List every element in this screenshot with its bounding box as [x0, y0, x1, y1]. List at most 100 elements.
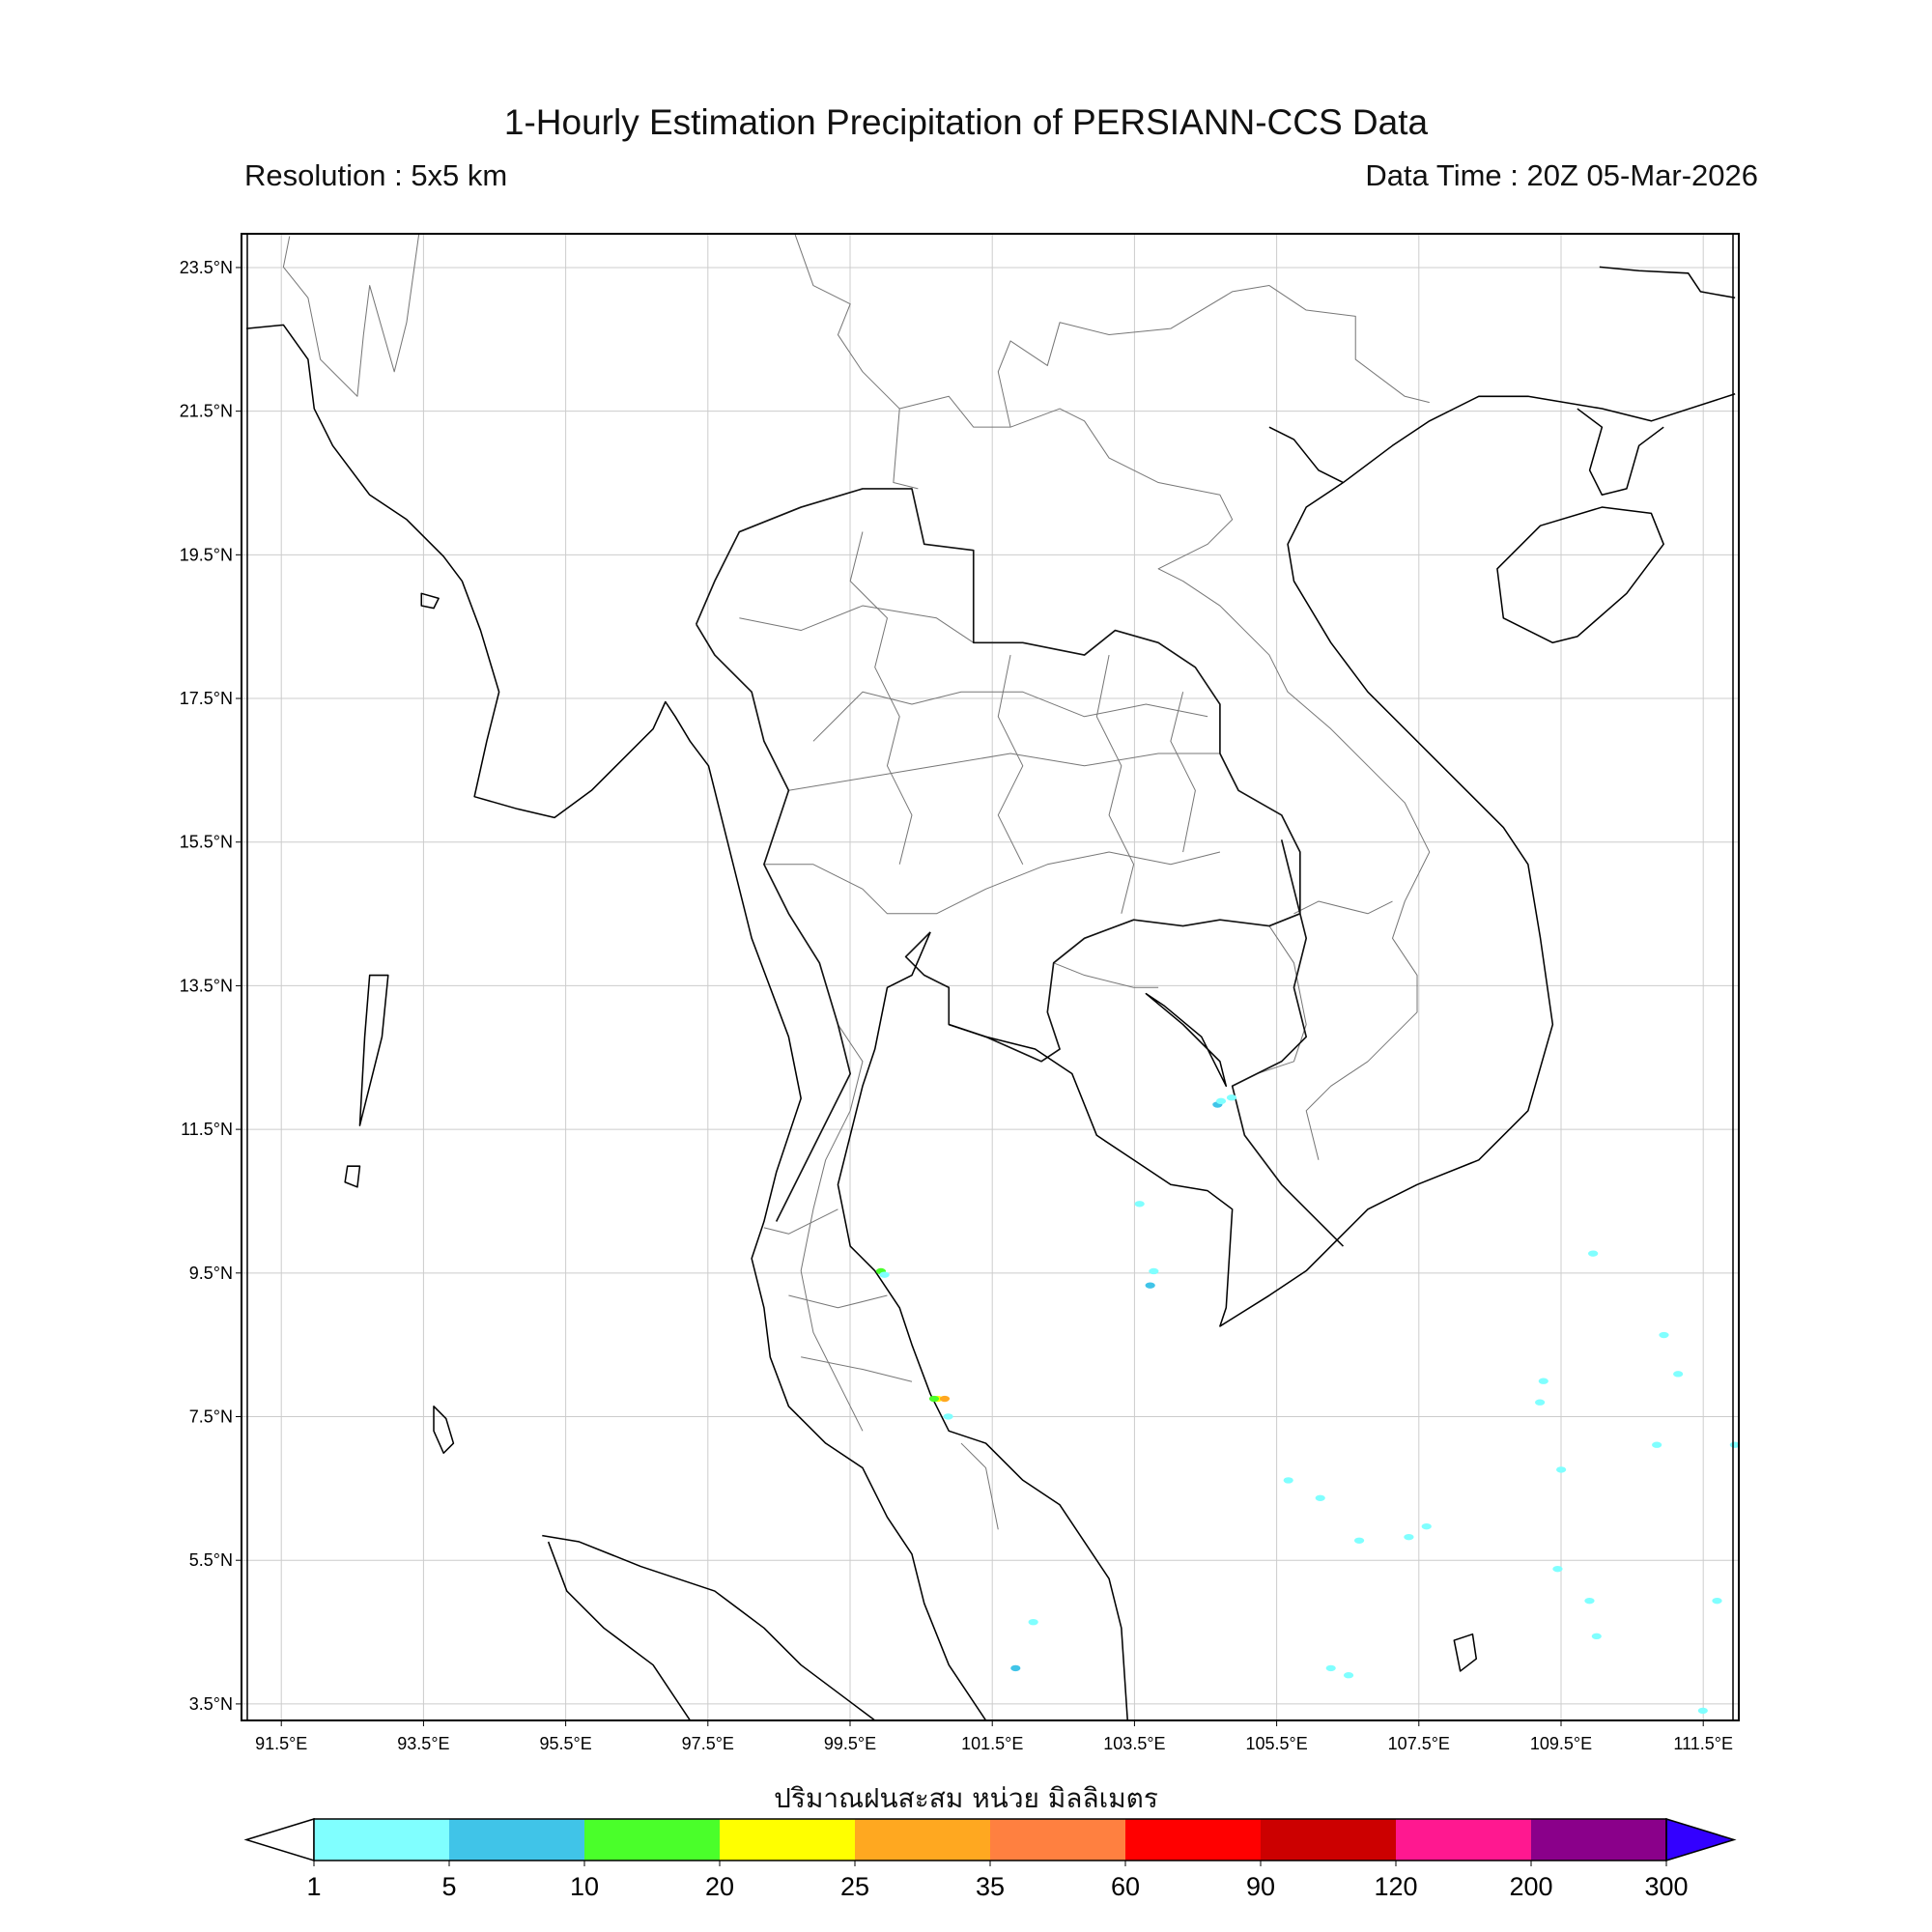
- colorbar-segment: [1125, 1819, 1261, 1861]
- island: [344, 1165, 361, 1188]
- map-geography: [246, 234, 1739, 1720]
- coastline: [1268, 426, 1344, 484]
- thailand-border: [695, 488, 1301, 1063]
- precip-cell: [1226, 1094, 1237, 1101]
- precip-cell: [1588, 1250, 1599, 1257]
- precip-cell: [1215, 1097, 1227, 1105]
- y-tick-label: 15.5°N: [180, 833, 233, 852]
- y-tick-label: 7.5°N: [189, 1407, 233, 1427]
- border-line: [801, 1356, 913, 1382]
- gridlines: [242, 234, 1739, 1720]
- border-line: [812, 691, 1208, 742]
- border-line: [282, 234, 420, 397]
- y-tick-label: 11.5°N: [181, 1120, 233, 1139]
- border-line: [1053, 962, 1159, 988]
- precip-cell: [1697, 1707, 1708, 1715]
- y-tick-label: 5.5°N: [189, 1550, 233, 1570]
- border-line: [1170, 692, 1196, 853]
- colorbar-tick-label: 300: [1644, 1872, 1688, 1901]
- precip-cell: [1404, 1533, 1414, 1541]
- border-line: [893, 409, 919, 490]
- sumatra-coast: [547, 1541, 691, 1720]
- precip-cell: [1729, 1441, 1739, 1448]
- x-tick-label: 111.5°E: [1673, 1734, 1733, 1753]
- colorbar-segment: [1531, 1819, 1666, 1861]
- precip-cell: [1028, 1618, 1038, 1626]
- precip-cell: [1145, 1282, 1155, 1289]
- colorbar-segment: [314, 1819, 449, 1861]
- island: [1453, 1633, 1478, 1672]
- resolution-label: Resolution : 5x5 km: [244, 158, 508, 192]
- leizhou-coast: [1577, 408, 1664, 497]
- x-tick-label: 93.5°E: [397, 1734, 449, 1753]
- colorbar-tick-label: 10: [570, 1872, 599, 1901]
- island: [433, 1406, 455, 1455]
- colorbar-over-arrow: [1665, 1817, 1737, 1862]
- colorbar-tick-label: 35: [976, 1872, 1005, 1901]
- precip-cell: [1673, 1371, 1684, 1378]
- colorbar-tick-label: 5: [441, 1872, 456, 1901]
- border-line: [1232, 925, 1307, 1087]
- border-line: [763, 851, 1221, 915]
- precip-cell: [1538, 1378, 1548, 1384]
- coastline: [246, 324, 987, 1720]
- precip-cell: [928, 1395, 940, 1403]
- colorbar-tick-label: 120: [1374, 1872, 1417, 1901]
- y-tick-label: 17.5°N: [180, 689, 233, 708]
- colorbar-segment: [855, 1819, 990, 1861]
- y-tick-label: 23.5°N: [180, 258, 233, 277]
- y-tick-label: 21.5°N: [180, 402, 233, 421]
- border-line: [849, 531, 913, 865]
- border-line: [960, 1442, 999, 1530]
- colorbar-tick-label: 90: [1246, 1872, 1275, 1901]
- colorbar-tick-label: 200: [1509, 1872, 1552, 1901]
- colorbar-tick-label: 1: [306, 1872, 321, 1901]
- coastline: [949, 393, 1736, 1327]
- precip-cell: [943, 1413, 953, 1420]
- precip-cell: [1134, 1201, 1145, 1208]
- precip-cell: [939, 1395, 951, 1403]
- border-line: [794, 234, 1430, 428]
- colorbar-under-arrow: [243, 1817, 315, 1862]
- precipitation-cells: [875, 1094, 1739, 1715]
- precip-cell: [1556, 1466, 1567, 1473]
- precip-cell: [1584, 1597, 1595, 1605]
- hainan-coast: [1496, 506, 1664, 644]
- x-tick-label: 99.5°E: [824, 1734, 876, 1753]
- colorbar-label: ปริมาณฝนสะสม หน่วย มิลลิเมตร: [774, 1782, 1158, 1814]
- tonle-sap: [1145, 992, 1228, 1088]
- thailand-border: [696, 623, 852, 1222]
- colorbar-tick-label: 20: [705, 1872, 734, 1901]
- border-line: [1009, 408, 1431, 1160]
- precip-cell: [1343, 1672, 1354, 1679]
- colorbar-segment: [720, 1819, 855, 1861]
- colorbar-segment: [449, 1819, 584, 1861]
- colorbar: 1 5 10 20 25 35 60 90 120 200 300: [243, 1817, 1737, 1901]
- border-line: [763, 1208, 838, 1235]
- x-tick-label: 103.5°E: [1103, 1734, 1165, 1753]
- x-tick-label: 97.5°E: [682, 1734, 734, 1753]
- border-line: [997, 654, 1024, 866]
- border-line: [800, 1024, 864, 1432]
- colorbar-segment: [584, 1819, 720, 1861]
- coastline: [837, 931, 1128, 1720]
- china-coast: [1599, 266, 1736, 299]
- x-tick-label: 95.5°E: [539, 1734, 591, 1753]
- precip-cell: [1535, 1399, 1546, 1406]
- precip-cell: [1283, 1477, 1293, 1484]
- island: [420, 592, 440, 610]
- x-tick-label: 91.5°E: [255, 1734, 307, 1753]
- precip-cell: [1353, 1537, 1365, 1544]
- data-time-label: Data Time : 20Z 05-Mar-2026: [1365, 158, 1758, 192]
- axis-ticks: 91.5°E 93.5°E 95.5°E 97.5°E 99.5°E 101.5°E 103…: [180, 258, 1733, 1753]
- precip-cell: [1659, 1331, 1669, 1339]
- y-tick-label: 19.5°N: [180, 545, 233, 564]
- x-tick-label: 105.5°E: [1245, 1734, 1307, 1753]
- border-line: [1293, 900, 1393, 915]
- colorbar-tick-label: 25: [840, 1872, 869, 1901]
- colorbar-tick-label: 60: [1111, 1872, 1140, 1901]
- y-tick-label: 13.5°N: [180, 976, 233, 995]
- colorbar-segment: [990, 1819, 1125, 1861]
- border-line: [788, 1294, 888, 1309]
